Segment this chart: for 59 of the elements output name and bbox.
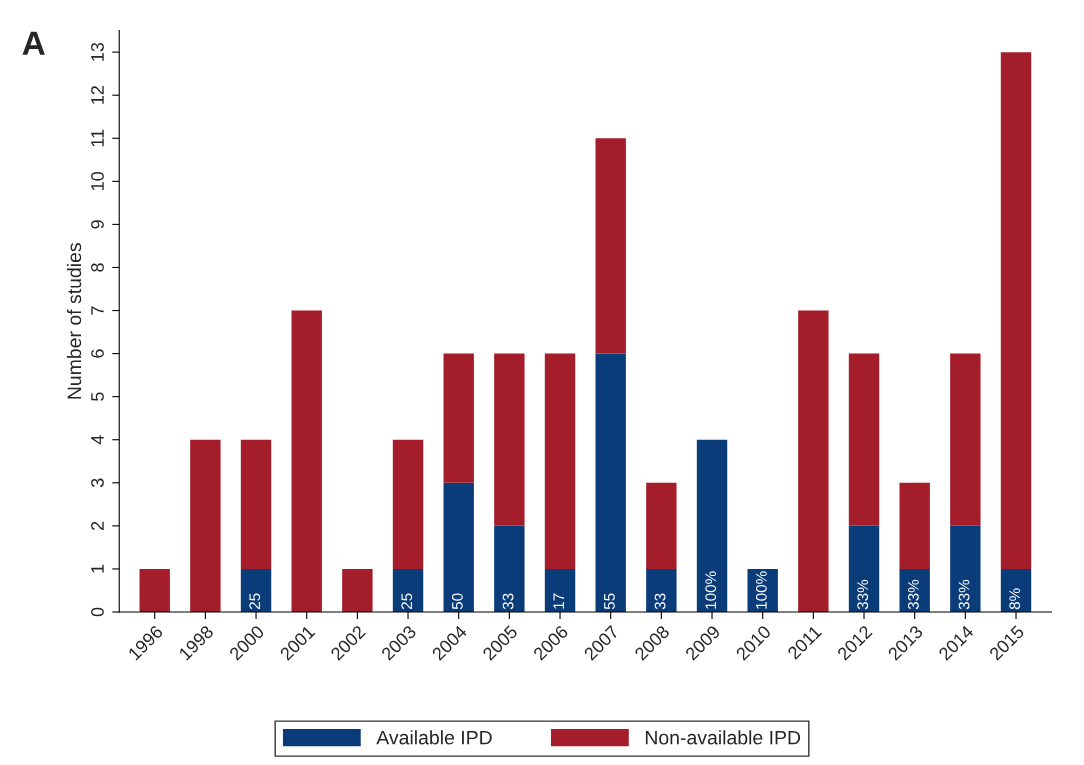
bar <box>950 353 981 526</box>
y-tick-label: 4 <box>91 435 104 445</box>
annotation: 17 <box>553 593 564 609</box>
bar <box>646 568 677 612</box>
bar <box>848 525 880 612</box>
y-tick-label: 7 <box>91 306 104 315</box>
bar <box>443 482 474 612</box>
annotation: 33% <box>907 579 919 610</box>
bar <box>798 310 829 612</box>
bar <box>646 482 677 569</box>
bar <box>190 439 221 612</box>
annotation: 55 <box>604 593 615 610</box>
y-tick-label: 8 <box>91 263 104 272</box>
bar <box>392 568 424 612</box>
bar <box>544 353 576 569</box>
chart-title: A <box>22 31 45 55</box>
bar <box>1000 52 1032 569</box>
bar <box>595 353 626 612</box>
y-axis-title: Number of studies <box>66 243 82 399</box>
y-tick-label: 1 <box>91 564 104 573</box>
bar <box>342 568 373 612</box>
y-tick-label: 5 <box>91 392 104 401</box>
bar <box>899 482 930 569</box>
annotation: 100% <box>755 571 767 609</box>
bar <box>494 525 525 612</box>
bar <box>595 138 626 354</box>
annotation: 50 <box>451 593 463 610</box>
bar <box>443 353 474 483</box>
y-tick-label: 12 <box>91 86 104 104</box>
y-tick-label: 9 <box>91 220 104 229</box>
legend-label: Non-available IPD <box>645 730 801 745</box>
bar <box>899 568 930 612</box>
y-tick-label: 11 <box>91 129 104 147</box>
annotation: 33% <box>857 579 869 610</box>
bar <box>291 310 322 612</box>
y-tick-label: 13 <box>91 42 104 61</box>
y-tick-label: 10 <box>91 172 104 190</box>
y-tick-label: 0 <box>91 607 104 617</box>
legend-label: Available IPD <box>376 730 492 745</box>
bar <box>696 439 728 612</box>
bar <box>544 568 576 612</box>
annotation: 33 <box>654 593 666 610</box>
annotation: 25 <box>249 593 261 610</box>
annotation: 100% <box>705 571 717 609</box>
bar <box>240 568 272 612</box>
bar <box>240 439 272 569</box>
y-tick-label: 2 <box>91 521 104 530</box>
y-tick-label: 3 <box>91 478 104 488</box>
bar <box>392 439 424 569</box>
bar <box>1000 568 1032 612</box>
annotation: 33% <box>958 579 970 610</box>
annotation: 33 <box>502 593 514 610</box>
bar <box>494 353 525 526</box>
bar <box>848 353 880 526</box>
bar <box>139 568 170 612</box>
annotation: 25 <box>401 593 413 610</box>
bar <box>950 525 981 612</box>
y-tick-label: 6 <box>91 349 104 358</box>
annotation: 8% <box>1009 588 1021 610</box>
